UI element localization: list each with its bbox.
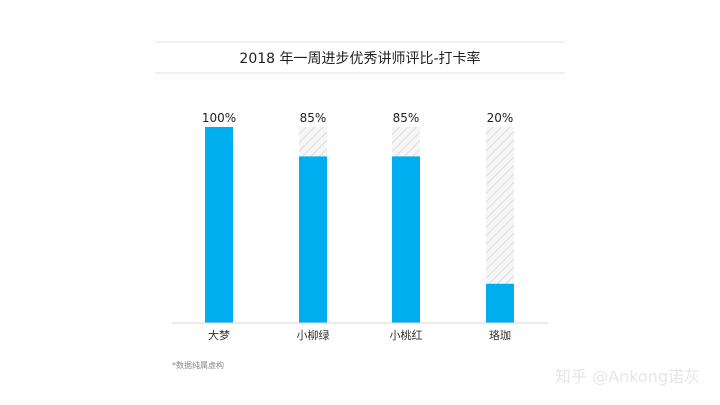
category-label-1: 大梦 bbox=[208, 328, 230, 342]
bar-3 bbox=[392, 156, 420, 323]
bar-remainder-3 bbox=[392, 127, 420, 157]
category-label-2: 小柳绿 bbox=[297, 328, 330, 342]
value-label-4: 20% bbox=[487, 111, 514, 125]
bars-group: 100% 大梦 85% 小柳绿 85% 小桃红 20% 珞珈 bbox=[202, 111, 514, 342]
category-label-3: 小桃红 bbox=[390, 328, 423, 342]
bar-4 bbox=[486, 283, 514, 323]
value-label-3: 85% bbox=[393, 111, 420, 125]
value-label-2: 85% bbox=[300, 111, 327, 125]
bar-1 bbox=[205, 127, 233, 323]
chart-title: 2018 年一周进步优秀讲师评比-打卡率 bbox=[239, 50, 480, 67]
value-label-1: 100% bbox=[202, 111, 236, 125]
bar-remainder-4 bbox=[486, 127, 514, 284]
watermark: 知乎 @Ankong诺灰 bbox=[555, 367, 700, 386]
footnote: *数据纯属虚构 bbox=[172, 360, 224, 370]
category-label-4: 珞珈 bbox=[489, 329, 511, 342]
bar-2 bbox=[299, 156, 327, 323]
bar-remainder-2 bbox=[299, 127, 327, 157]
